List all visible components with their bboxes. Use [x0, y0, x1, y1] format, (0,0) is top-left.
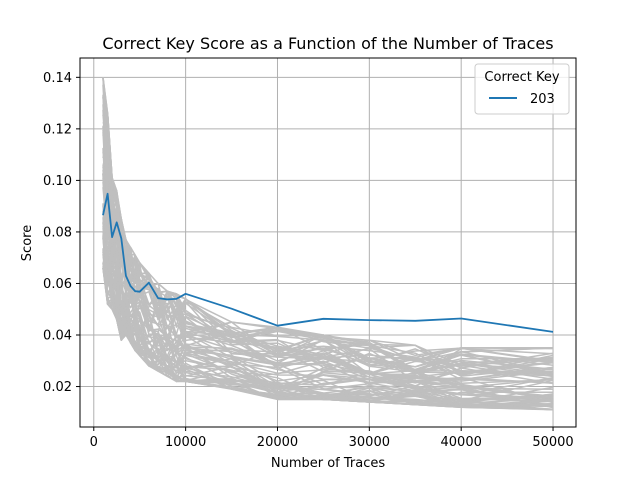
legend-label-203: 203 — [530, 92, 555, 107]
y-tick-label: 0.02 — [43, 380, 72, 395]
legend: Correct Key 203 — [474, 63, 570, 115]
x-tick-label: 30000 — [349, 435, 390, 450]
background-key-line — [102, 167, 554, 381]
background-key-line — [102, 112, 554, 377]
legend-box — [474, 63, 570, 115]
background-key-line — [102, 169, 554, 396]
background-key-line — [102, 267, 554, 408]
background-key-line — [102, 252, 554, 408]
highlight-series-group — [102, 192, 554, 333]
y-axis-label: Score — [20, 225, 35, 261]
y-tick-label: 0.12 — [43, 122, 72, 137]
axis-ticks: 0 10000 20000 30000 40000 50000 0.02 0.04 0.06 0.… — [43, 71, 574, 450]
background-key-line — [102, 217, 554, 394]
x-tick-label: 50000 — [532, 435, 573, 450]
x-tick-label: 40000 — [441, 435, 482, 450]
plot-frame — [79, 57, 577, 428]
y-tick-label: 0.06 — [43, 277, 72, 292]
x-axis-label: Number of Traces — [271, 456, 386, 471]
y-tick-label: 0.04 — [43, 329, 72, 344]
y-tick-label: 0.14 — [43, 71, 72, 86]
x-tick-label: 20000 — [257, 435, 298, 450]
legend-title: Correct Key — [484, 70, 559, 85]
series-line-203 — [102, 192, 554, 333]
chart-title: Correct Key Score as a Function of the N… — [102, 34, 553, 53]
background-key-line — [102, 262, 554, 402]
background-key-line — [102, 142, 554, 376]
x-tick-label: 0 — [90, 435, 98, 450]
background-key-line — [102, 114, 554, 373]
y-tick-label: 0.10 — [43, 174, 72, 189]
background-key-line — [102, 246, 554, 408]
x-tick-label: 10000 — [165, 435, 206, 450]
y-tick-label: 0.08 — [43, 225, 72, 240]
background-key-line — [102, 109, 554, 384]
